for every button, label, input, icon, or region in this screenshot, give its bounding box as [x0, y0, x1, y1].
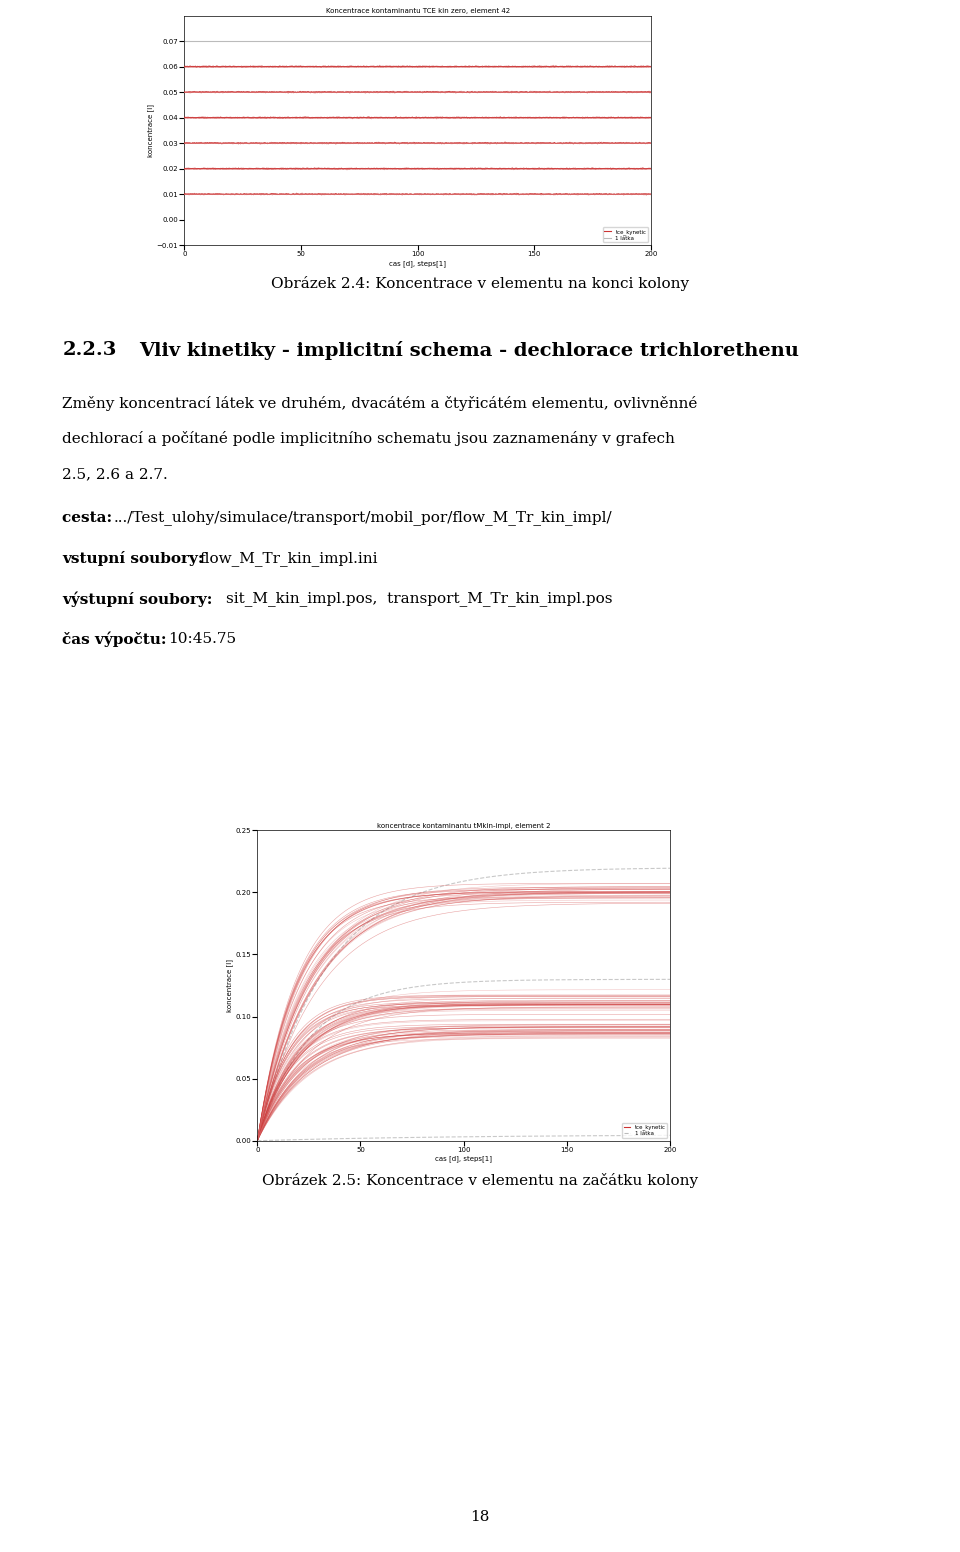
Text: výstupní soubory:: výstupní soubory:: [62, 591, 218, 607]
Text: .../Test_ulohy/simulace/transport/mobil_por/flow_M_Tr_kin_impl/: .../Test_ulohy/simulace/transport/mobil_…: [113, 511, 612, 526]
Title: koncentrace kontaminantu tMkin-impl, element 2: koncentrace kontaminantu tMkin-impl, ele…: [377, 823, 550, 829]
Text: Vliv kinetiky - implicitní schema - dechlorace trichlorethenu: Vliv kinetiky - implicitní schema - dech…: [139, 341, 799, 360]
Text: dechlorací a počítané podle implicitního schematu jsou zaznamenány v grafech: dechlorací a počítané podle implicitního…: [62, 431, 675, 447]
Text: 18: 18: [470, 1510, 490, 1524]
Text: čas výpočtu:: čas výpočtu:: [62, 632, 172, 647]
Text: sit_M_kin_impl.pos,  transport_M_Tr_kin_impl.pos: sit_M_kin_impl.pos, transport_M_Tr_kin_i…: [226, 591, 612, 607]
Text: 10:45.75: 10:45.75: [168, 632, 236, 646]
Y-axis label: koncentrace [l]: koncentrace [l]: [147, 104, 154, 157]
X-axis label: cas [d], steps[1]: cas [d], steps[1]: [435, 1156, 492, 1162]
X-axis label: cas [d], steps[1]: cas [d], steps[1]: [389, 261, 446, 267]
Text: flow_M_Tr_kin_impl.ini: flow_M_Tr_kin_impl.ini: [200, 551, 378, 566]
Text: cesta:: cesta:: [62, 511, 118, 525]
Text: 2.2.3: 2.2.3: [62, 341, 117, 360]
Legend: tce_kynetic, 1 látka: tce_kynetic, 1 látka: [603, 227, 648, 242]
Legend: tce_kynetic, 1 látka: tce_kynetic, 1 látka: [622, 1122, 667, 1138]
Text: Změny koncentrací látek ve druhém, dvacátém a čtyřicátém elementu, ovlivněnné: Změny koncentrací látek ve druhém, dvacá…: [62, 396, 698, 411]
Text: 2.5, 2.6 a 2.7.: 2.5, 2.6 a 2.7.: [62, 467, 168, 481]
Y-axis label: koncentrace [l]: koncentrace [l]: [226, 959, 232, 1012]
Text: vstupní soubory:: vstupní soubory:: [62, 551, 209, 566]
Title: Koncentrace kontaminantu TCE kin zero, element 42: Koncentrace kontaminantu TCE kin zero, e…: [325, 8, 510, 14]
Text: Obrázek 2.4: Koncentrace v elementu na konci kolony: Obrázek 2.4: Koncentrace v elementu na k…: [271, 276, 689, 292]
Text: Obrázek 2.5: Koncentrace v elementu na začátku kolony: Obrázek 2.5: Koncentrace v elementu na z…: [262, 1173, 698, 1189]
